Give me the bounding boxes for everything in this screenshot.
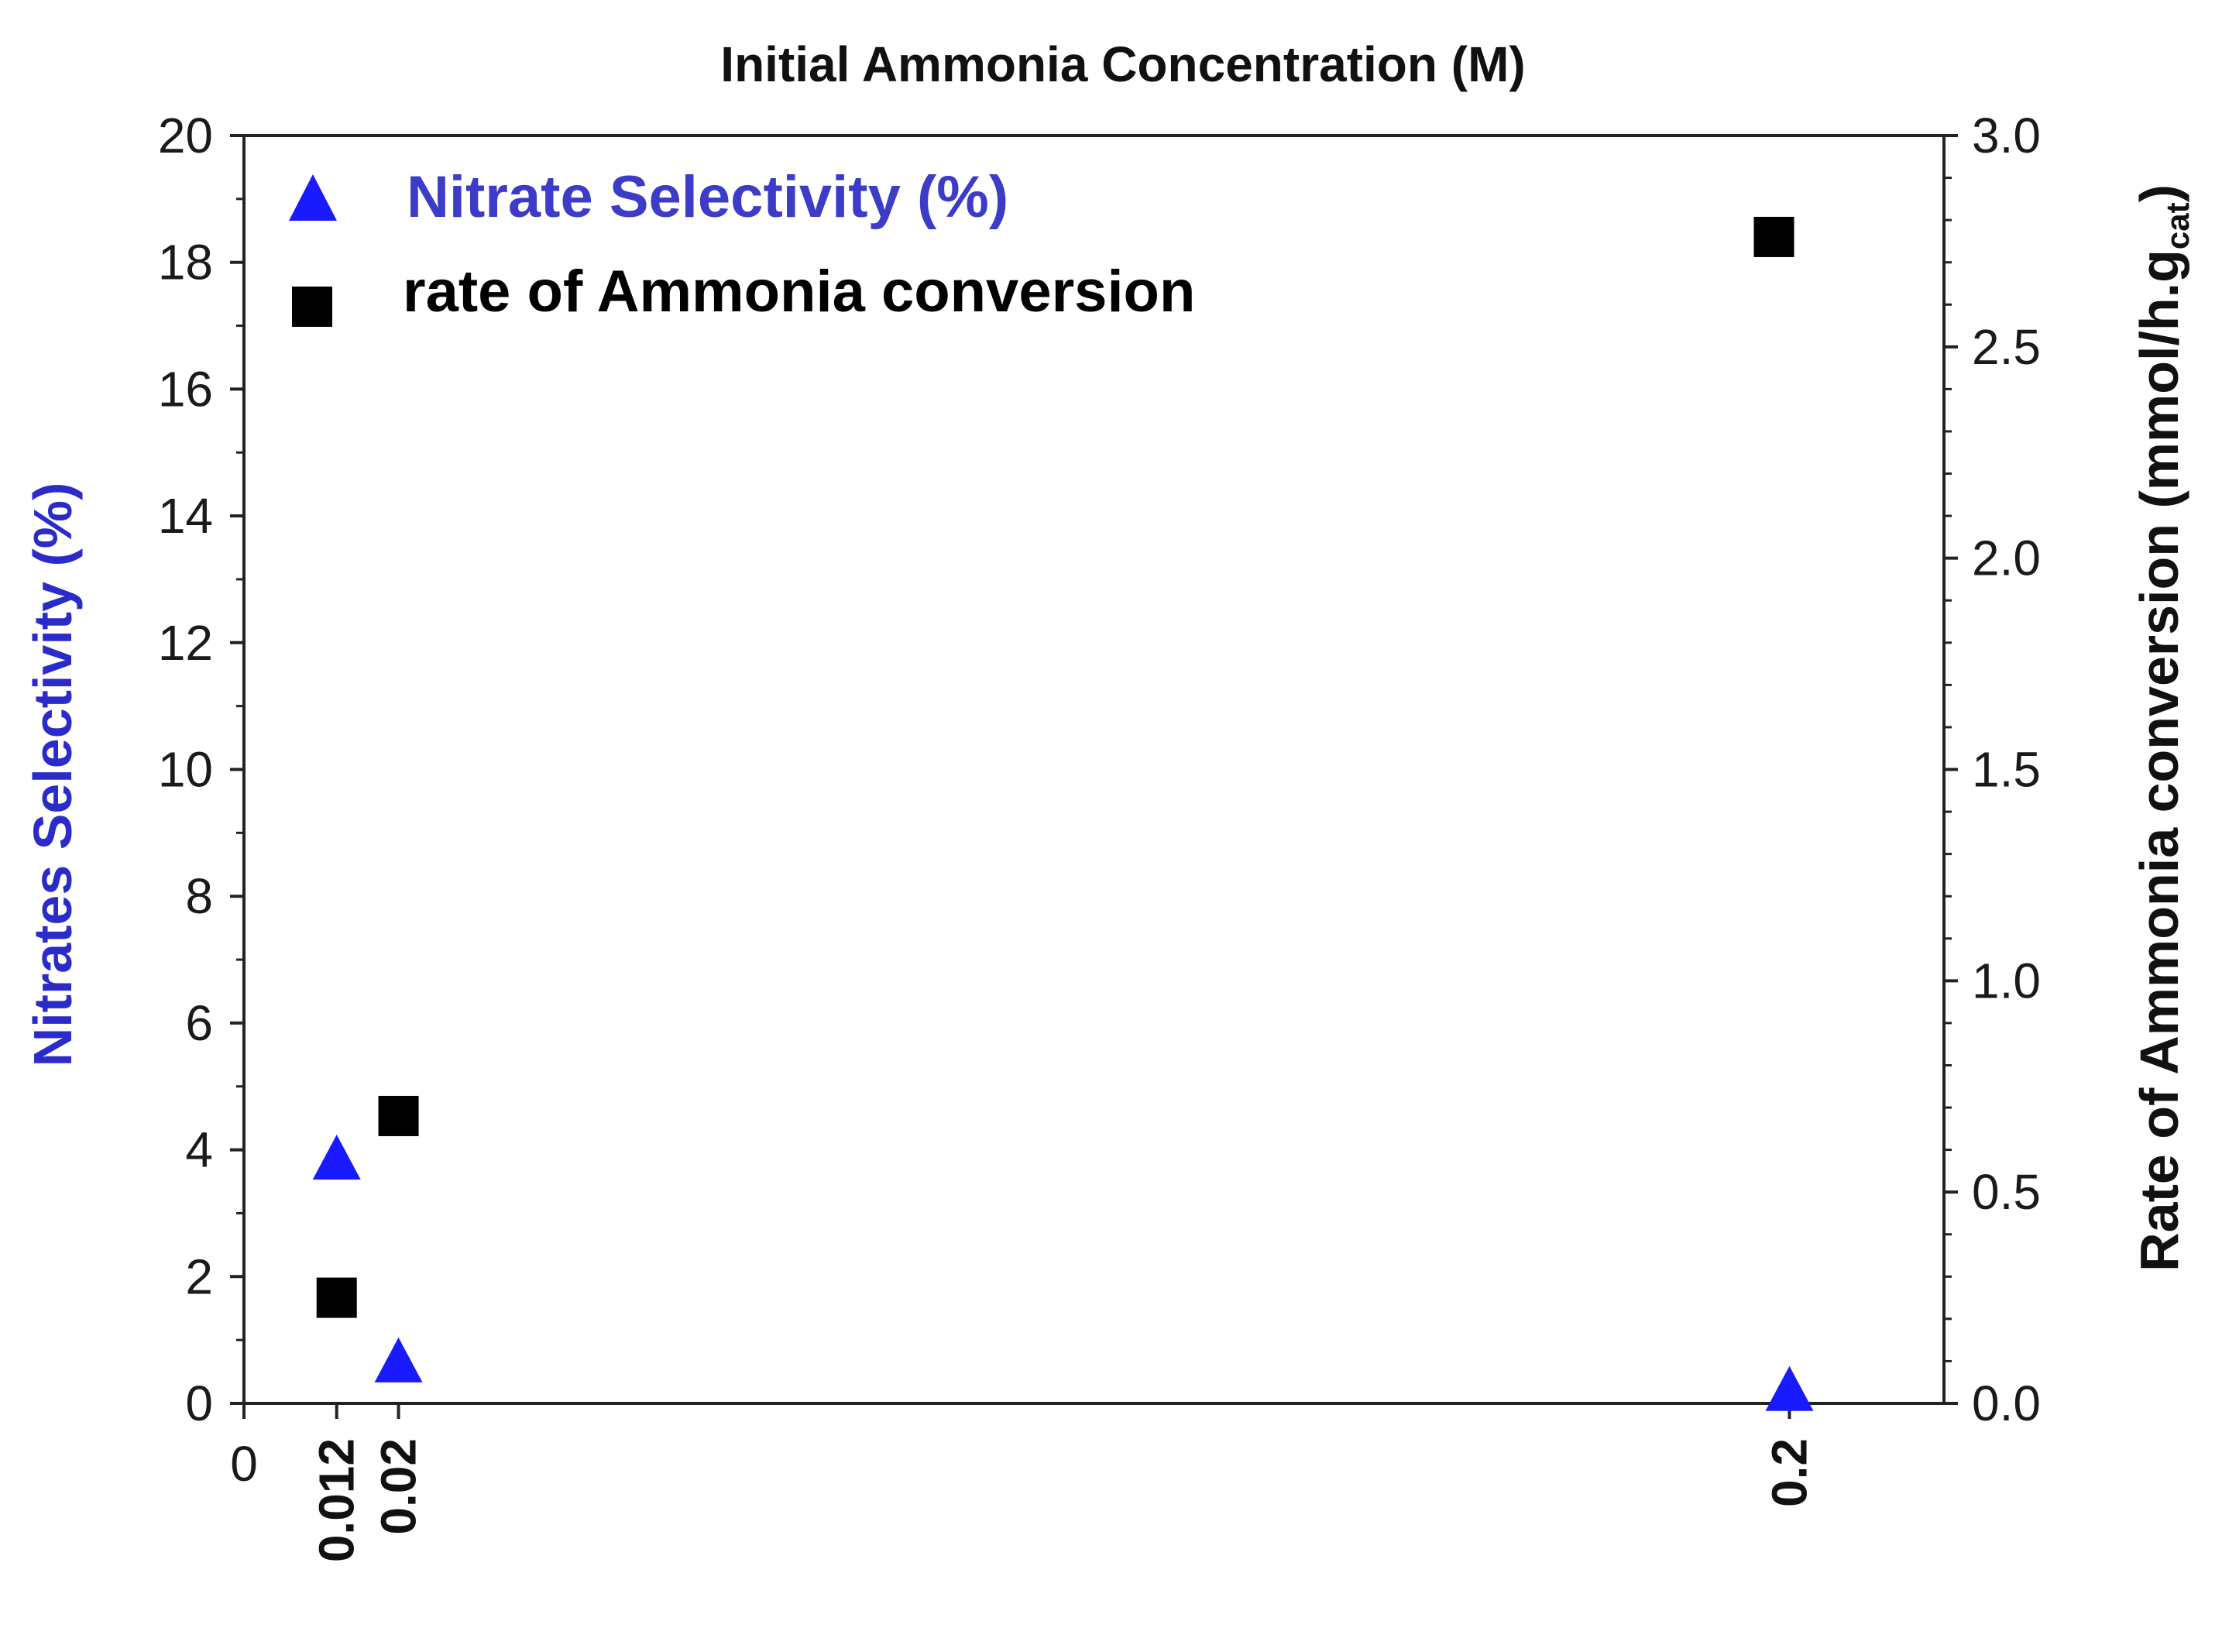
left-tick-label: 18 [158,235,213,290]
triangle-point-nitrate-selectivity [374,1337,423,1382]
left-tick-label: 4 [185,1122,213,1178]
right-axis-label: Rate of Ammonia conversion (mmol/h.gcat) [2129,184,2196,1272]
legend: Nitrate Selectivity (%) rate of Ammonia … [289,164,1195,327]
legend-marker-square [292,287,332,327]
x-tick-label: 0.2 [1761,1438,1817,1507]
right-tick-label: 2.5 [1972,319,2041,375]
square-point-ammonia-conversion-rate [378,1095,419,1136]
x-tick-label: 0 [230,1436,258,1492]
x-tick-label: 0.012 [309,1438,365,1562]
square-point-ammonia-conversion-rate [316,1277,357,1318]
right-tick-label: 2.0 [1972,531,2041,586]
plot-area-frame [242,134,1946,1405]
left-tick-label: 12 [158,615,213,671]
right-tick-label: 1.0 [1972,953,2041,1008]
right-axis-ticks: 0.0 0.5 1.0 1.5 2.0 2.5 3.0 [1944,108,2041,1431]
triangle-point-nitrate-selectivity [312,1135,361,1180]
legend-marker-triangle [289,174,337,221]
x-tick-label: 0.02 [371,1438,427,1535]
right-tick-label: 0.5 [1972,1164,2041,1220]
left-axis-ticks: 0 2 4 6 8 10 12 14 16 18 20 [158,108,244,1431]
left-tick-label: 6 [185,995,213,1051]
left-tick-label: 0 [185,1376,213,1431]
right-axis-label-end: ) [2129,184,2189,202]
left-axis-label: Nitrates Selectivity (%) [22,483,83,1067]
left-tick-label: 10 [158,742,213,798]
left-tick-label: 8 [185,868,213,924]
right-tick-label: 0.0 [1972,1376,2041,1431]
right-axis-label-subscript: cat [2159,202,2196,249]
square-point-ammonia-conversion-rate [1753,216,1794,257]
data-points [312,216,1814,1411]
chart-title: Initial Ammonia Concentration (M) [720,36,1525,92]
legend-label-nitrate-selectivity: Nitrate Selectivity (%) [407,164,1008,230]
left-tick-label: 20 [158,108,213,163]
right-tick-label: 1.5 [1972,742,2041,798]
left-tick-label: 16 [158,361,213,417]
triangle-point-nitrate-selectivity [1765,1365,1814,1411]
legend-label-rate-of-ammonia-conversion: rate of Ammonia conversion [403,259,1195,325]
right-axis-label-main: Rate of Ammonia conversion (mmol/h.g [2129,249,2189,1272]
left-tick-label: 2 [185,1248,213,1304]
left-tick-label: 14 [158,488,213,544]
x-axis-ticks: 0 0.012 0.02 0.2 [230,1403,1817,1562]
right-tick-label: 3.0 [1972,108,2041,163]
